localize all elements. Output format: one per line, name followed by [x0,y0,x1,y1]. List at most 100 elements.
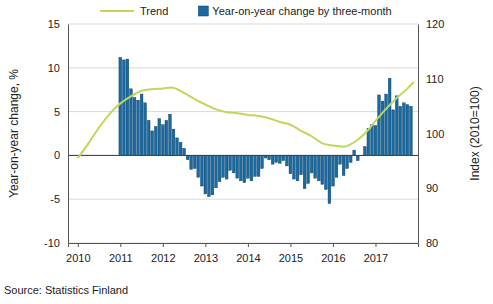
bar [353,150,356,155]
bar [402,103,405,156]
bar [250,155,253,180]
bar [197,155,200,177]
bar [211,155,214,194]
tick: 2014 [236,243,260,264]
bar [399,106,402,155]
bar [236,155,239,178]
grid-line [68,24,418,25]
axis-line [69,244,419,248]
bar [360,155,363,156]
tick: 2011 [109,243,133,264]
bar [204,155,207,194]
bar [286,155,289,166]
bar [381,101,384,155]
tick: 0 [54,149,68,161]
bar [137,100,140,155]
tick: 5 [54,106,68,118]
legend: TrendYear-on-year change by three-month [100,5,392,17]
bar [289,155,292,173]
tick: 2010 [66,243,90,264]
bar [328,155,331,203]
tick: 2013 [194,243,218,264]
bar [165,120,168,155]
tick-mark [248,243,249,247]
y2-axis: 80 90 100 110 120 [418,18,444,249]
bar [257,155,260,176]
tick: 2012 [151,243,175,264]
tick-label: 2013 [194,252,218,264]
tick: 110 [418,73,444,85]
bar [208,155,211,196]
bar [158,119,161,156]
bar [374,126,377,156]
bar [193,155,196,168]
bar [186,155,189,159]
bar [300,155,303,174]
bar [278,155,281,163]
bar [133,98,136,156]
y-axis-title: Year-on-year change, % [7,69,21,198]
bar [349,155,352,162]
bar [378,95,381,155]
bar [243,155,246,182]
bar [154,126,157,155]
tick-label: 120 [426,18,444,30]
bar [332,155,335,186]
bar [215,155,218,187]
bar [310,155,313,173]
tick: 100 [418,128,444,140]
chart: 20102011201220132014201520162017-10-5051… [0,0,493,304]
bar [268,155,271,159]
tick-label: -5 [50,193,60,205]
bar [126,59,129,155]
tick-label: 90 [426,182,438,194]
bar [303,155,306,188]
tick-label: 2014 [236,252,260,264]
tick: -5 [50,193,68,205]
bar [172,129,175,155]
tick: 15 [48,18,68,30]
tick: 80 [418,237,438,249]
bar [247,155,250,178]
bar [392,110,395,156]
tick-mark [375,243,376,247]
axis-line [68,25,69,244]
tick-mark [290,243,291,247]
bar [335,155,338,177]
bar [371,125,374,156]
tick-label: 0 [54,149,60,161]
bar [314,155,317,178]
plot-area [78,57,414,203]
bar [296,155,299,180]
tick: 2016 [321,243,345,264]
bar [293,155,296,179]
bar [119,57,122,155]
bar [200,155,203,186]
legend-swatch [100,10,134,12]
tick-mark [120,243,121,247]
bar [239,155,242,180]
tick: 90 [418,182,438,194]
bar [254,155,257,176]
tick-label: 2016 [321,252,345,264]
tick-mark [333,243,334,247]
x-axis: 20102011201220132014201520162017 [66,243,418,264]
bar [190,155,193,169]
tick-label: 2017 [364,252,388,264]
bar [395,96,398,156]
tick-label: 15 [48,18,60,30]
tick: 120 [418,18,444,30]
bar [183,148,186,155]
tick-label: 110 [426,73,444,85]
bar [264,155,267,158]
bar [161,125,164,156]
legend-label: Trend [140,5,168,17]
tick-label: 5 [54,106,60,118]
legend-swatch [198,6,208,16]
bar [324,155,327,189]
bar [151,131,154,156]
bar [147,120,150,155]
bar [140,94,143,155]
bar [346,155,349,168]
tick-mark [78,243,79,247]
